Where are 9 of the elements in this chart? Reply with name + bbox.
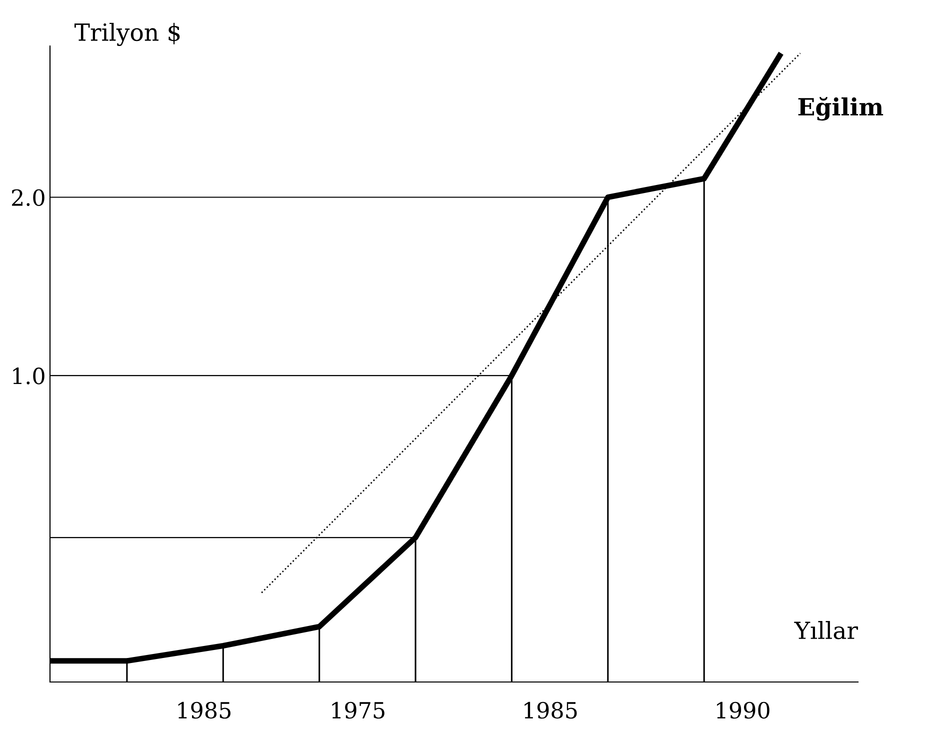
x-tick-label: 1975 (332, 702, 384, 719)
x-tick-label: 1990 (717, 702, 770, 719)
y-tick-label: 1.0 (13, 368, 44, 384)
x-axis-title: Yıllar (794, 620, 858, 640)
y-axis-title: Trilyon $ (74, 22, 180, 46)
series-label: Eğilim (798, 97, 884, 121)
y-tick-label: 2.0 (12, 189, 44, 206)
x-tick-label: 1985 (524, 702, 577, 719)
x-tick-label: 1985 (178, 702, 230, 719)
